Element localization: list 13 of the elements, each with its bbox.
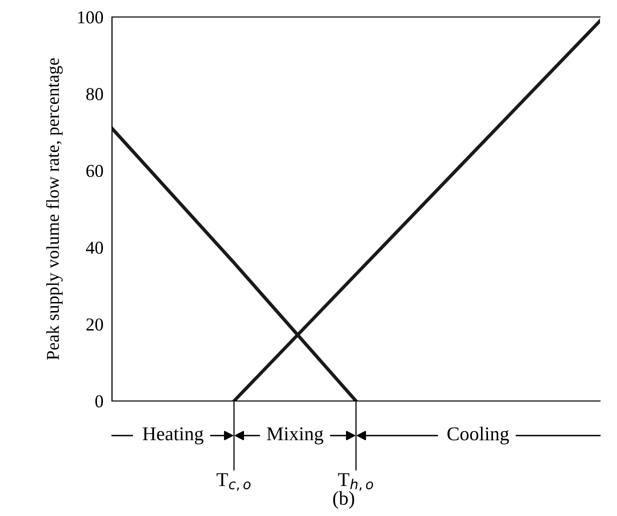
y-tick-label: 40: [86, 242, 103, 254]
y-axis-title: Peak supply volume flow rate, percentage: [46, 58, 63, 360]
y-tick-label: 80: [86, 88, 103, 100]
text: Cooling: [447, 426, 509, 444]
x-tick-label: T$_{c,o}$: [216, 473, 251, 491]
y-tick-label: 60: [86, 164, 103, 178]
y-tick-label: 0: [95, 395, 103, 408]
text: (b): [333, 491, 354, 509]
y-tick-label: 100: [78, 11, 103, 24]
text: Mixing: [266, 427, 324, 444]
x-tick-label: T$_{h,o}$: [338, 473, 374, 491]
y-tick-label: 20: [86, 318, 103, 331]
text: Heating: [142, 427, 204, 444]
